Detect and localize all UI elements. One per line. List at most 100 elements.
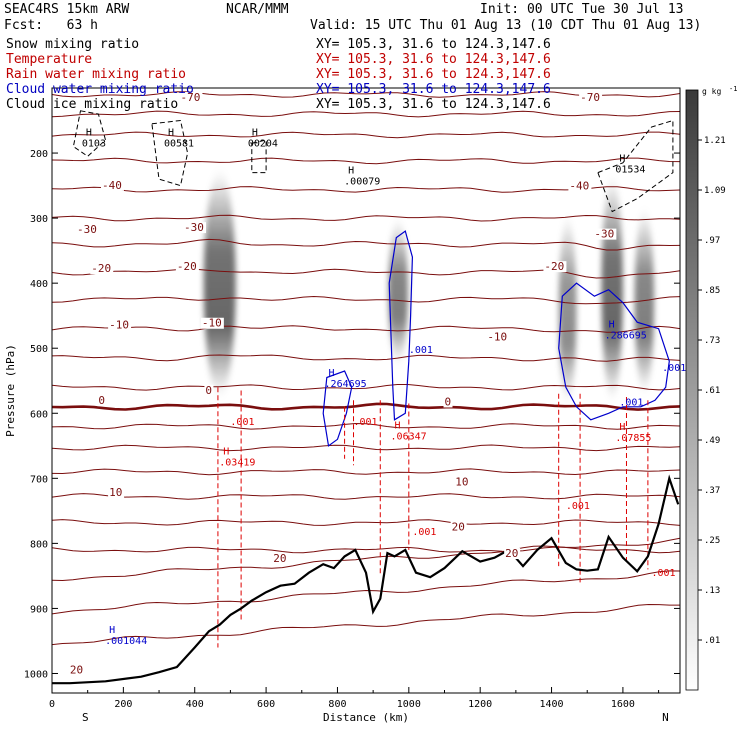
isotherm-label: 0: [445, 395, 452, 408]
isotherm-label: -10: [109, 319, 129, 332]
field-rain-xy: XY= 105.3, 31.6 to 124.3,147.6: [316, 67, 551, 82]
contour-label: .001: [354, 417, 378, 428]
y-tick-label: 200: [30, 149, 48, 160]
colorbar-label: .97: [704, 236, 720, 246]
isotherm-label: 10: [455, 475, 468, 488]
y-tick-label: 300: [30, 214, 48, 225]
extremum-value: .03419: [219, 457, 255, 468]
x-tick-label: 800: [328, 699, 346, 710]
y-tick-label: 900: [30, 604, 48, 615]
extremum-value: .00079: [344, 176, 380, 187]
extremum-value: .07855: [615, 433, 651, 444]
isotherm-line: [52, 468, 680, 476]
axes: 0 200 400 600 800 1000 1200 1400 160020030040050…: [4, 149, 680, 724]
isotherm-line: [52, 422, 680, 430]
cloud-ice-contour: [597, 119, 674, 213]
extremum-h-label: H: [86, 128, 92, 139]
cloud-ice-contour: [251, 139, 267, 174]
field-temperature: Temperature: [6, 52, 93, 67]
isotherm-label-bg: [175, 261, 199, 273]
x-tick-label: 1000: [397, 699, 421, 710]
field-snow-xy: XY= 105.3, 31.6 to 124.3,147.6: [316, 37, 551, 52]
extremum-h-label: H: [329, 368, 335, 379]
extremum-h-label: H: [619, 154, 625, 165]
center-name: NCAR/MMM: [226, 2, 289, 17]
cloud-water-contours: [322, 230, 670, 447]
isotherm-label-bg: [450, 521, 467, 533]
y-tick-label: 500: [30, 344, 48, 355]
snow-shading-layer: [203, 172, 655, 401]
isotherm-label: 10: [109, 486, 122, 499]
colorbar-unit-exponent: -1: [729, 85, 737, 93]
extremum-value: 00581: [164, 139, 194, 150]
isotherm-line: [52, 603, 680, 646]
isotherm-line: [52, 91, 680, 98]
extremum-h-label: H: [252, 128, 258, 139]
contour-label: .001: [409, 345, 433, 356]
cloud-ice-contours: [72, 110, 674, 213]
isotherm-label: -30: [77, 223, 97, 236]
isotherm-label: -70: [580, 91, 600, 104]
isotherm-line: [52, 546, 680, 554]
isotherm-line: [52, 238, 680, 251]
isotherm-label: -20: [544, 260, 564, 273]
extremum-h-label: H: [609, 319, 615, 330]
extremum-h-label: H: [619, 422, 625, 433]
isotherm-label: -20: [177, 260, 197, 273]
isotherm-line: [52, 444, 680, 452]
field-cloud-ice-xy: XY= 105.3, 31.6 to 124.3,147.6: [316, 97, 551, 112]
y-tick-label: 1000: [24, 669, 48, 680]
isotherm-label: -40: [569, 179, 589, 192]
extremum-value: .264695: [325, 379, 367, 390]
extremum-h-label: H: [223, 446, 229, 457]
isotherm-label: -30: [594, 228, 614, 241]
cloud-water-contour: [388, 230, 414, 421]
terrain-line: [52, 474, 680, 685]
isotherm-label-bg: [443, 396, 453, 408]
isotherm-label-bg: [183, 222, 207, 234]
isotherm-label: -10: [487, 330, 507, 343]
x-tick-label: 1600: [611, 699, 635, 710]
isotherm-label: 20: [452, 520, 465, 533]
snow-column: [203, 172, 236, 394]
extremum-h-label: H: [109, 625, 115, 636]
isotherm-label-bg: [272, 553, 289, 565]
colorbar-label: .25: [704, 536, 720, 546]
isotherm-label: 0: [98, 394, 105, 407]
colorbar-label: .01: [704, 636, 720, 646]
rain-contours: [217, 387, 649, 648]
extremum-value: .001044: [105, 636, 147, 647]
isotherm-line: [52, 537, 680, 582]
contour-label: .001: [230, 417, 254, 428]
isotherm-label: -40: [102, 179, 122, 192]
x-tick-label: 400: [186, 699, 204, 710]
temperature-contours: [52, 91, 680, 646]
isotherm-line: [52, 157, 680, 165]
isotherm-label-bg: [100, 179, 124, 191]
colorbar-label: .85: [704, 286, 720, 296]
x-tick-label: 1400: [539, 699, 563, 710]
contour-label: .001: [566, 501, 590, 512]
isotherm-label: 20: [70, 663, 83, 676]
terrain-line: [52, 474, 680, 685]
isotherm-line: [52, 268, 680, 279]
colorbar-label: .13: [704, 586, 720, 596]
isotherm-label: -30: [184, 221, 204, 234]
isotherm-label-bg: [204, 384, 214, 396]
extremum-value: .06347: [391, 431, 427, 442]
colorbar-label: 1.09: [704, 186, 726, 196]
isotherm-label: 20: [505, 547, 518, 560]
isotherm-label-bg: [75, 224, 99, 236]
isotherm-label-bg: [568, 180, 592, 192]
x-tick-label: 1200: [468, 699, 492, 710]
isotherm-line: [52, 214, 680, 222]
extremum-h-label: H: [348, 165, 354, 176]
isotherm-line: [52, 354, 680, 362]
field-cloud-water-xy: XY= 105.3, 31.6 to 124.3,147.6: [316, 82, 551, 97]
endpoint-north: N: [662, 711, 669, 724]
extremum-value: 00204: [248, 139, 278, 150]
isotherm-line: [52, 519, 680, 526]
cloud-water-contour: [558, 282, 670, 421]
